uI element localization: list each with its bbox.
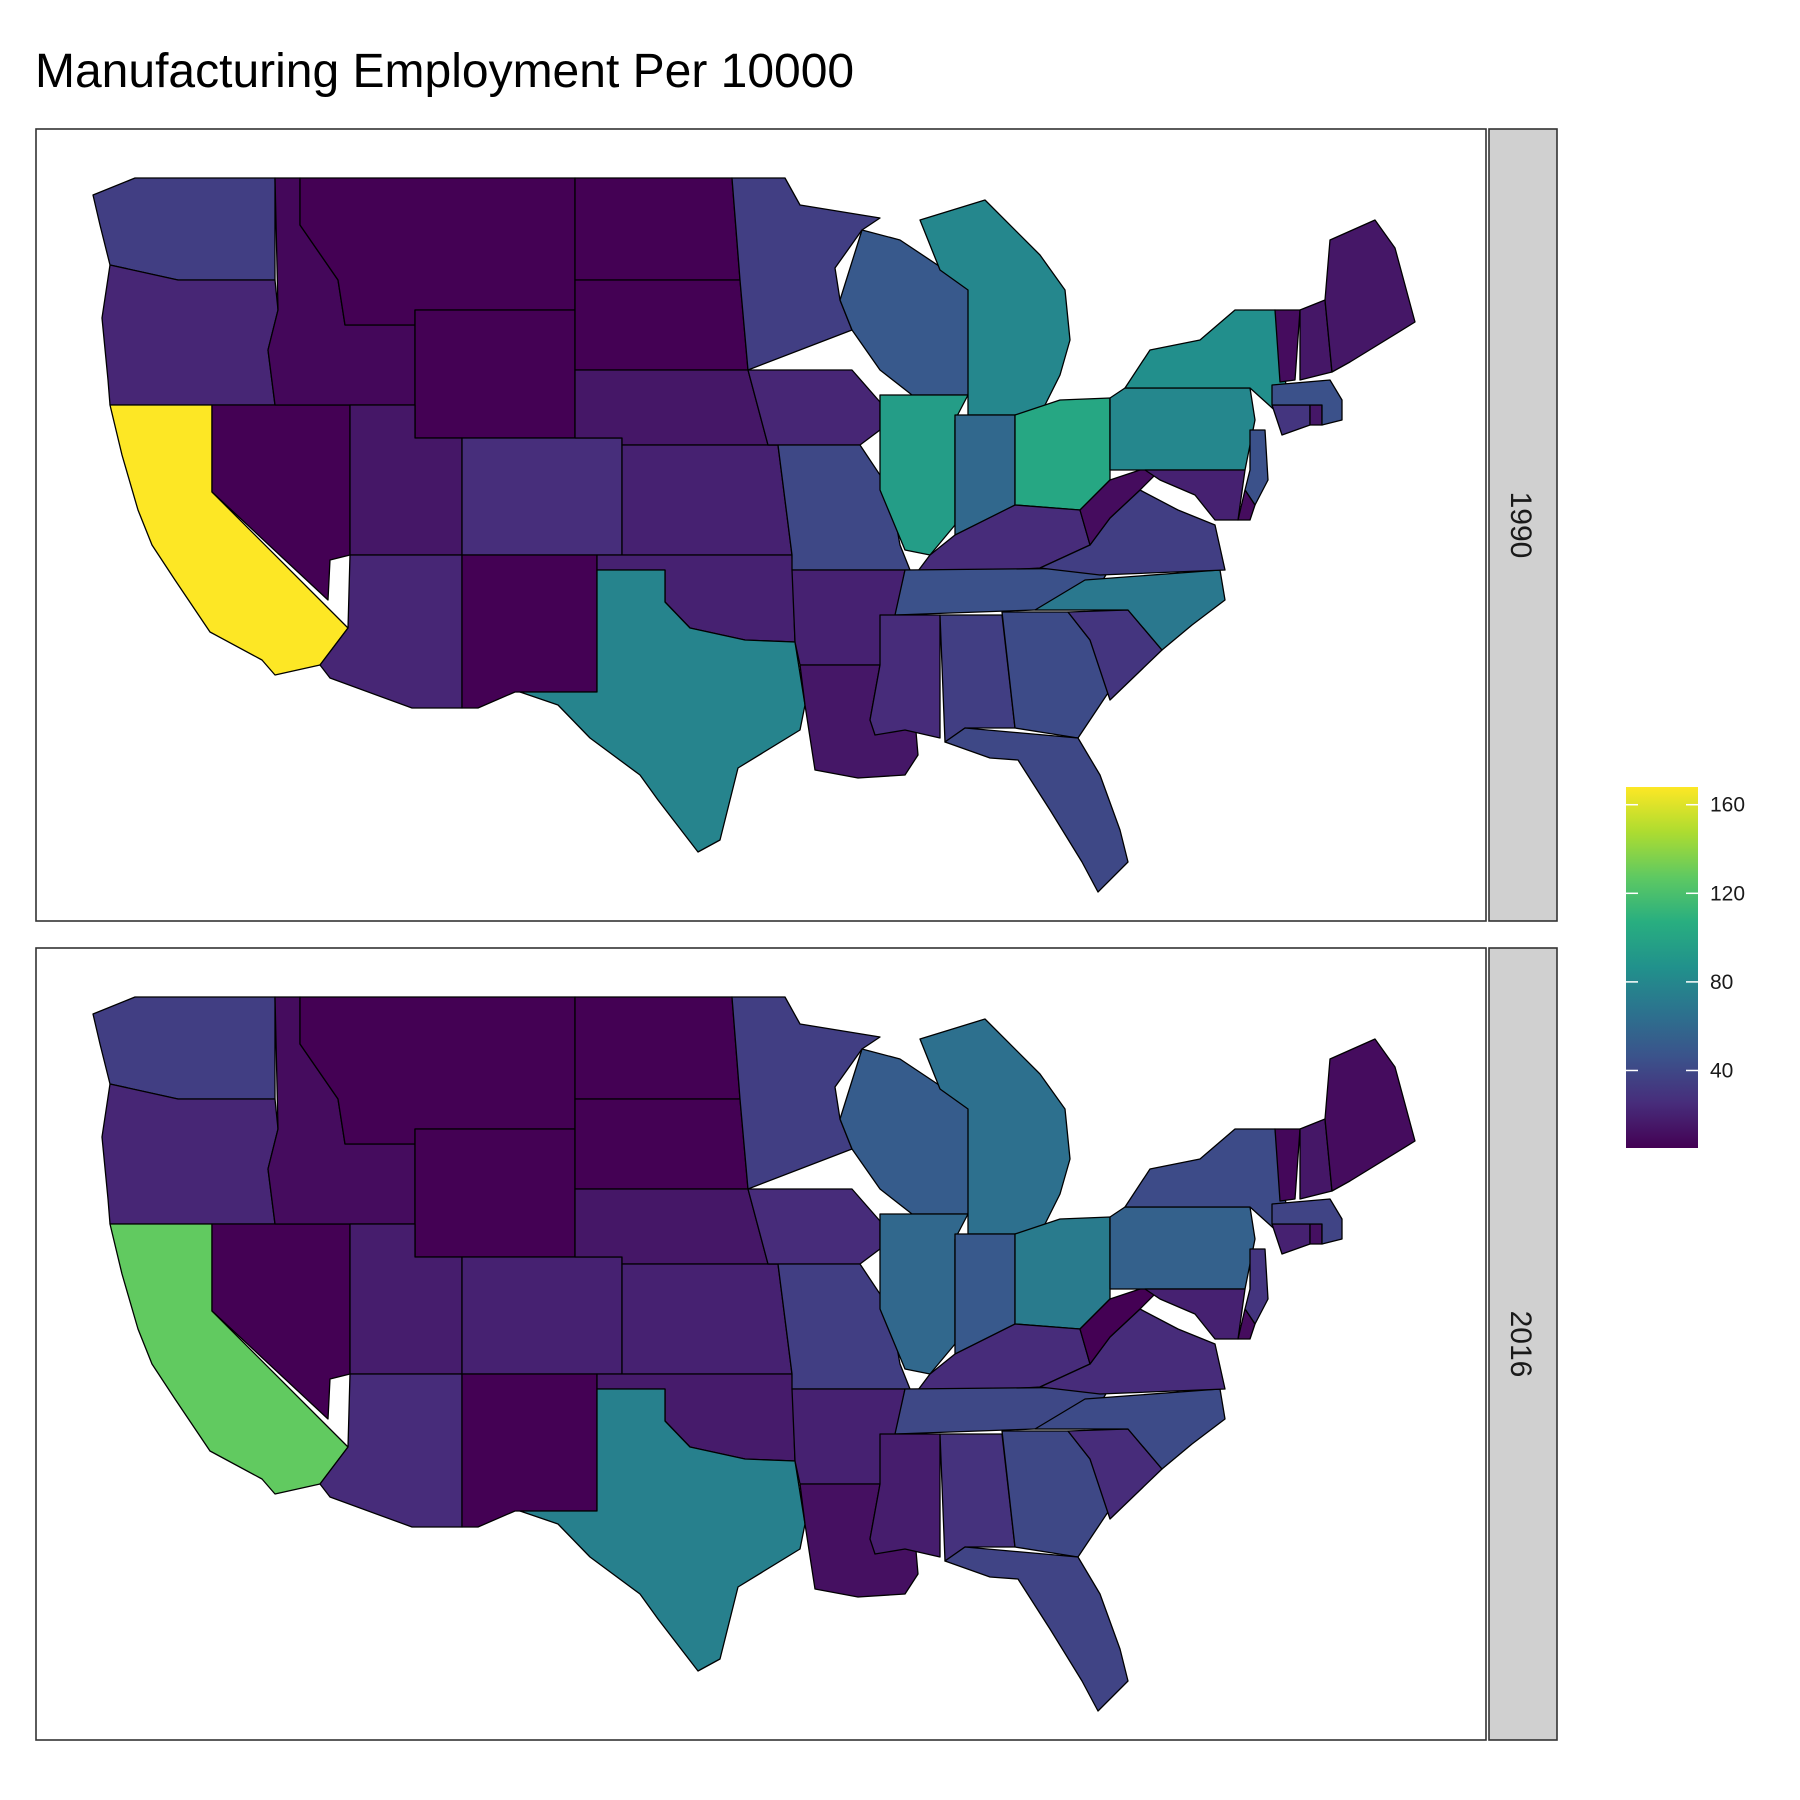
legend-tick-label: 160 [1710,794,1745,817]
state-wy [414,309,576,439]
state-ri [1309,404,1323,426]
state-ks [621,444,793,556]
color-legend: 40 80 120 160 [1626,787,1745,1148]
state-ri [1309,1223,1323,1245]
legend-tick-label: 40 [1710,1059,1733,1082]
state-mt [299,177,576,326]
state-ms [869,1433,941,1558]
state-layer [92,996,1416,1712]
state-sd [574,279,749,371]
state-co [461,437,623,556]
state-md [1144,469,1246,521]
state-ia [747,369,881,446]
state-wa [92,996,276,1100]
state-or [101,264,279,406]
state-ia [747,1188,881,1265]
facet-strip-1990: 1990 [1488,128,1558,922]
facet-strip-2016: 2016 [1488,947,1558,1741]
state-nd [574,996,741,1100]
state-nm [461,1373,598,1528]
state-nd [574,177,741,281]
state-mt [299,996,576,1145]
state-pa [1109,387,1256,471]
state-de [1237,489,1256,521]
state-wy [414,1128,576,1258]
state-al [939,1433,1016,1562]
state-nc [1034,569,1226,651]
legend-colorbar [1626,787,1698,1148]
state-or [101,1083,279,1225]
state-mi [919,199,1071,416]
state-layer [92,177,1416,893]
state-tx [519,569,806,853]
state-ms [869,614,941,739]
state-oh [1014,1216,1111,1330]
map-panel-2016 [35,947,1487,1741]
state-vt [1274,309,1301,383]
state-fl [944,727,1129,893]
facet-label-1990: 1990 [1504,492,1537,559]
state-al [939,614,1016,743]
plot-title: Manufacturing Employment Per 10000 [35,45,855,98]
state-nm [461,554,598,709]
state-nc [1034,1388,1226,1470]
state-oh [1014,397,1111,511]
legend-tick-label: 120 [1710,882,1745,905]
state-ma [1271,379,1343,426]
state-ne [574,1188,769,1265]
state-mn [731,177,881,371]
state-co [461,1256,623,1375]
state-vt [1274,1128,1301,1202]
state-wa [92,177,276,281]
state-ma [1271,1198,1343,1245]
state-ks [621,1263,793,1375]
state-tx [519,1388,806,1672]
map-panel-1990 [35,128,1487,922]
state-me [1324,1038,1416,1192]
legend-tick-label: 80 [1710,971,1733,994]
state-mn [731,996,881,1190]
state-pa [1109,1206,1256,1290]
facet-label-2016: 2016 [1504,1311,1537,1378]
state-md [1144,1288,1246,1340]
state-mi [919,1018,1071,1235]
state-me [1324,219,1416,373]
state-ne [574,369,769,446]
state-fl [944,1546,1129,1712]
state-de [1237,1308,1256,1340]
state-sd [574,1098,749,1190]
